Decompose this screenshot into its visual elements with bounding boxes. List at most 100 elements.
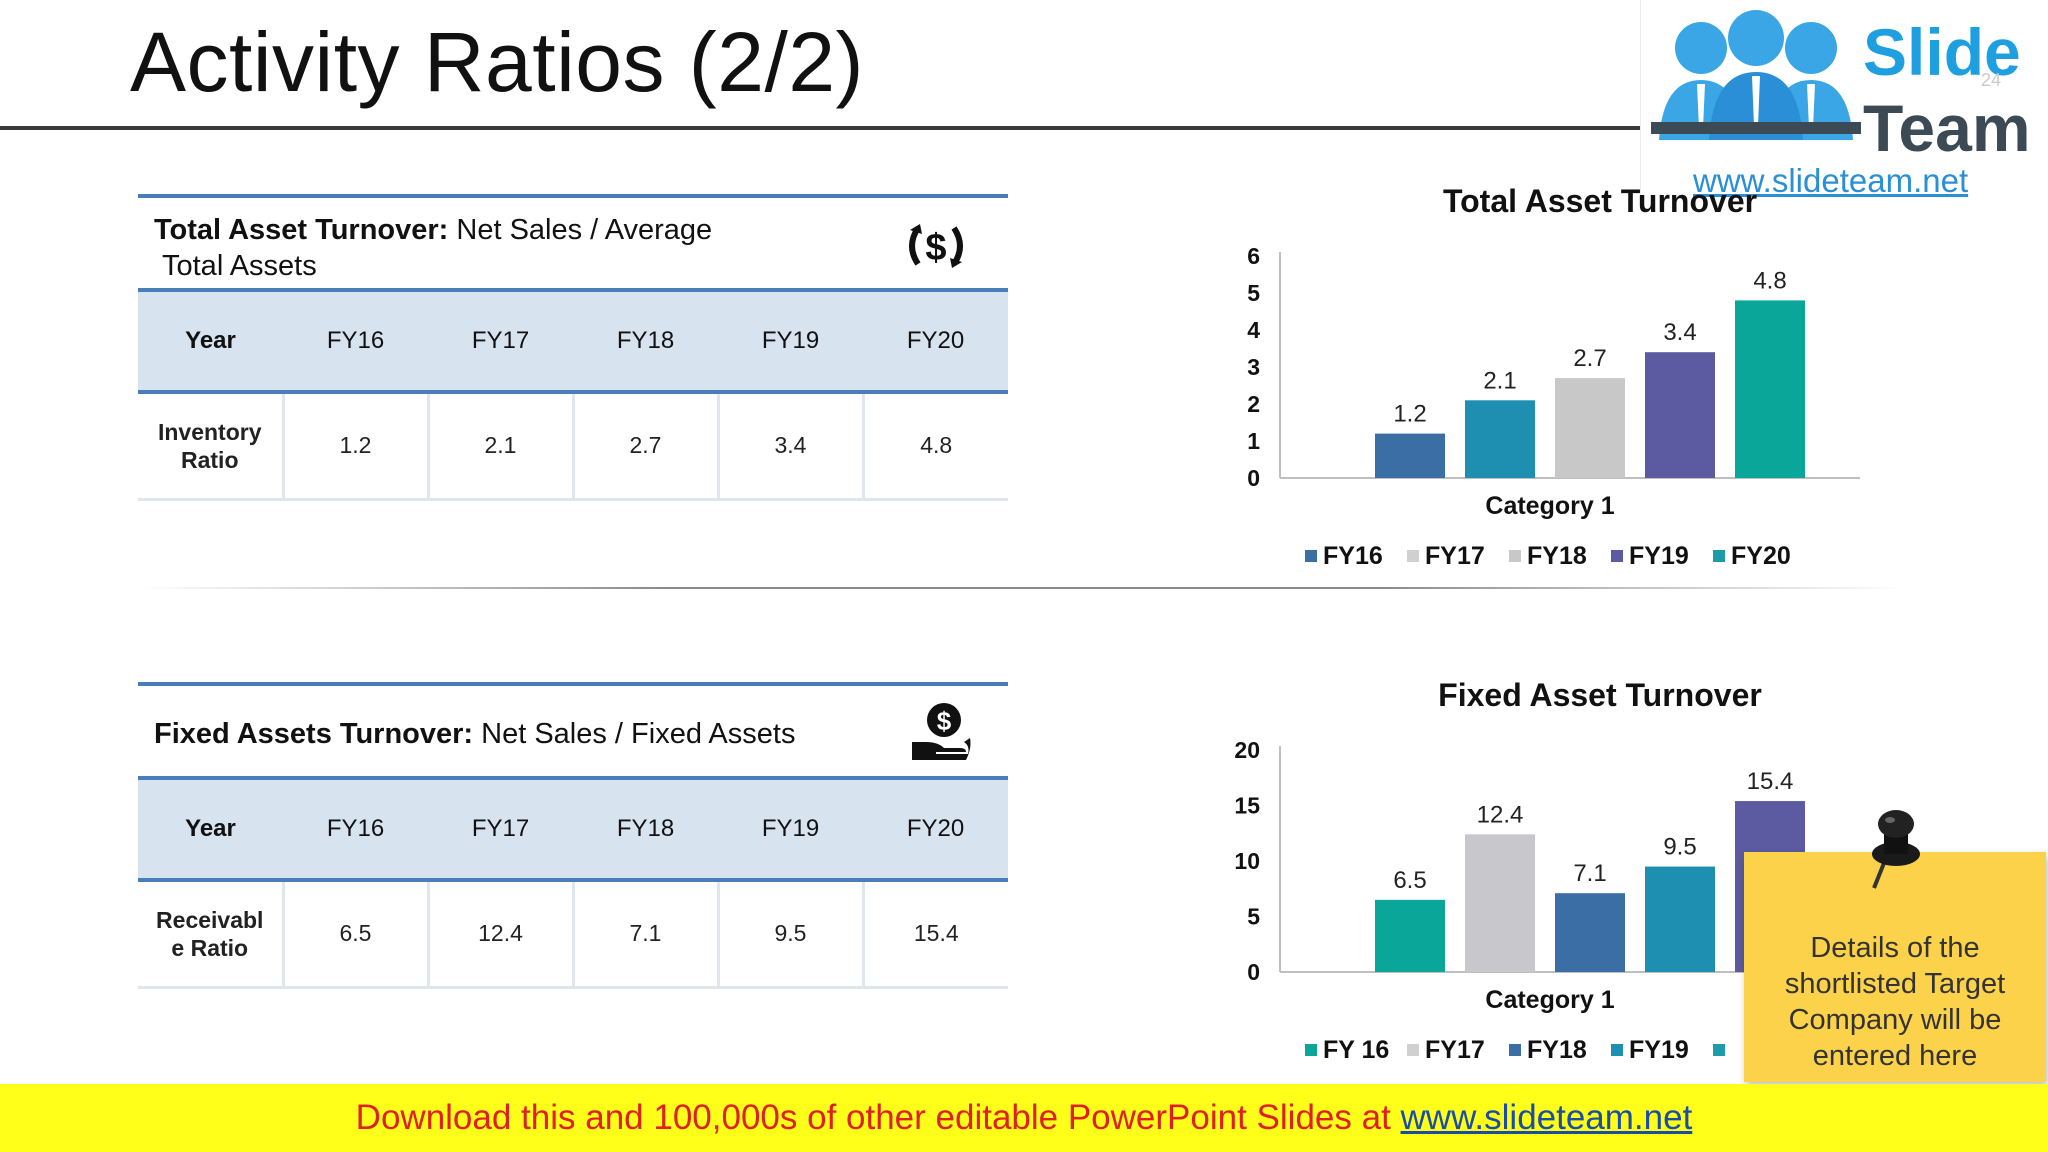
- table-cell: 7.1: [573, 880, 720, 989]
- table-cell: 6.5: [283, 880, 430, 989]
- table-row: Inventory Ratio 1.2 2.1 2.7 3.4 4.8: [138, 392, 1008, 501]
- formula-line1: Net Sales / Fixed Assets: [473, 718, 796, 750]
- chart-title: Fixed Asset Turnover: [1438, 677, 1762, 713]
- logo-word-slide: Slide: [1863, 15, 2021, 89]
- legend-label: FY19: [1629, 542, 1689, 570]
- legend-swatch: [1305, 1044, 1317, 1056]
- col-header: FY17: [428, 780, 573, 882]
- chart-bar: [1645, 866, 1715, 972]
- formula-line2: Total Assets: [162, 250, 317, 282]
- x-axis-label: Category 1: [1485, 986, 1614, 1014]
- svg-text:$: $: [925, 227, 946, 269]
- col-header: FY17: [428, 292, 573, 394]
- data-label: 2.1: [1483, 367, 1516, 394]
- legend-label: FY 16: [1323, 1036, 1389, 1064]
- table-cell: 2.1: [428, 392, 575, 501]
- sticky-note: Details of the shortlisted Target Compan…: [1744, 852, 2046, 1082]
- y-tick-label: 10: [1234, 848, 1260, 874]
- dollar-cycle-icon: $: [900, 220, 972, 277]
- chart-bar: [1555, 893, 1625, 972]
- slideteam-logo: Slide Team www.slideteam.net 24: [1640, 0, 2048, 210]
- row-label: Receivabl e Ratio: [138, 880, 285, 989]
- legend-label: FY19: [1629, 1036, 1689, 1064]
- formula-text: Total Asset Turnover: Net Sales / Averag…: [154, 212, 712, 248]
- data-label: 1.2: [1393, 401, 1426, 428]
- formula-text: Fixed Assets Turnover: Net Sales / Fixed…: [154, 716, 795, 752]
- total-asset-turnover-chart: Total Asset Turnover 0 1 2 3 4 5 6 1.2 2.1 2.7 3.4 4…: [1247, 183, 1860, 570]
- data-label: 15.4: [1747, 768, 1794, 795]
- chart-bar: [1375, 433, 1445, 478]
- page-number: 24: [1981, 70, 2002, 90]
- legend-swatch: [1509, 1044, 1521, 1056]
- formula-line1: Net Sales / Average: [448, 214, 713, 246]
- y-tick-label: 2: [1247, 391, 1260, 417]
- chart-bar: [1465, 400, 1535, 478]
- data-label: 9.5: [1663, 834, 1696, 861]
- legend-label: FY17: [1425, 1036, 1485, 1064]
- legend-label: FY18: [1527, 1036, 1587, 1064]
- chart-bar: [1735, 300, 1805, 478]
- slide-title: Activity Ratios (2/2): [130, 15, 865, 109]
- col-header: FY19: [718, 780, 863, 882]
- col-header: FY16: [283, 780, 428, 882]
- y-tick-label: 5: [1247, 280, 1260, 306]
- chart-bar: [1645, 352, 1715, 478]
- col-header: FY20: [863, 292, 1008, 394]
- x-axis-label: Category 1: [1485, 492, 1614, 520]
- y-tick-label: 20: [1234, 737, 1260, 763]
- col-header: Year: [138, 780, 283, 882]
- col-header: FY18: [573, 292, 718, 394]
- formula-header: Total Asset Turnover: Net Sales / Averag…: [138, 194, 1008, 292]
- row-label-line2: e Ratio: [171, 934, 249, 961]
- data-label: 12.4: [1477, 801, 1524, 828]
- svg-text:$: $: [937, 706, 952, 736]
- row-label-line2: Ratio: [181, 446, 239, 473]
- col-header: FY16: [283, 292, 428, 394]
- data-label: 7.1: [1573, 860, 1606, 887]
- chart-title: Total Asset Turnover: [1443, 183, 1757, 219]
- table-cell: 2.7: [573, 392, 720, 501]
- banner-text: Download this and 100,000s of other edit…: [356, 1098, 1693, 1138]
- download-banner: Download this and 100,000s of other edit…: [0, 1084, 2048, 1152]
- y-tick-label: 6: [1247, 243, 1260, 269]
- col-header: FY20: [863, 780, 1008, 882]
- data-label: 4.8: [1753, 267, 1786, 294]
- y-tick-label: 0: [1247, 465, 1260, 491]
- logo-word-team: Team: [1863, 91, 2031, 165]
- formula-label: Total Asset Turnover:: [154, 214, 449, 246]
- col-header: FY18: [573, 780, 718, 882]
- chart-bar: [1375, 899, 1445, 972]
- y-tick-label: 5: [1247, 904, 1260, 930]
- row-label-line1: Receivabl: [156, 906, 264, 933]
- banner-link[interactable]: www.slideteam.net: [1400, 1098, 1693, 1137]
- legend-label: FY16: [1323, 542, 1383, 570]
- legend-swatch: [1713, 550, 1725, 562]
- total-asset-turnover-block: Total Asset Turnover: Net Sales / Averag…: [138, 194, 1008, 501]
- chart-bar: [1465, 834, 1535, 972]
- table-cell: 15.4: [863, 880, 1008, 989]
- title-divider: [0, 126, 1645, 130]
- section-divider: [140, 587, 1905, 589]
- legend-swatch: [1509, 550, 1521, 562]
- table-cell: 3.4: [718, 392, 865, 501]
- y-tick-label: 3: [1247, 354, 1260, 380]
- fixed-assets-turnover-block: Fixed Assets Turnover: Net Sales / Fixed…: [138, 682, 1008, 989]
- logo-url-link[interactable]: www.slideteam.net: [1693, 162, 1969, 199]
- y-tick-label: 1: [1247, 428, 1260, 454]
- table-header-row: Year FY16 FY17 FY18 FY19 FY20: [138, 780, 1008, 882]
- formula-label: Fixed Assets Turnover:: [154, 718, 474, 750]
- data-label: 2.7: [1573, 345, 1606, 372]
- table-cell: 1.2: [283, 392, 430, 501]
- row-label-line1: Inventory: [157, 418, 262, 445]
- chart-bar: [1555, 378, 1625, 478]
- banner-message: Download this and 100,000s of other edit…: [355, 1098, 1401, 1137]
- pushpin-icon: [1856, 804, 1932, 899]
- formula-header: Fixed Assets Turnover: Net Sales / Fixed…: [138, 682, 1008, 780]
- inventory-ratio-table: Year FY16 FY17 FY18 FY19 FY20 Inventory R…: [138, 292, 1008, 501]
- y-tick-label: 15: [1234, 793, 1260, 819]
- table-cell: 9.5: [718, 880, 865, 989]
- table-header-row: Year FY16 FY17 FY18 FY19 FY20: [138, 292, 1008, 394]
- data-label: 6.5: [1393, 867, 1426, 894]
- people-group-icon: [1651, 10, 1861, 140]
- table-row: Receivabl e Ratio 6.5 12.4 7.1 9.5 15.4: [138, 880, 1008, 989]
